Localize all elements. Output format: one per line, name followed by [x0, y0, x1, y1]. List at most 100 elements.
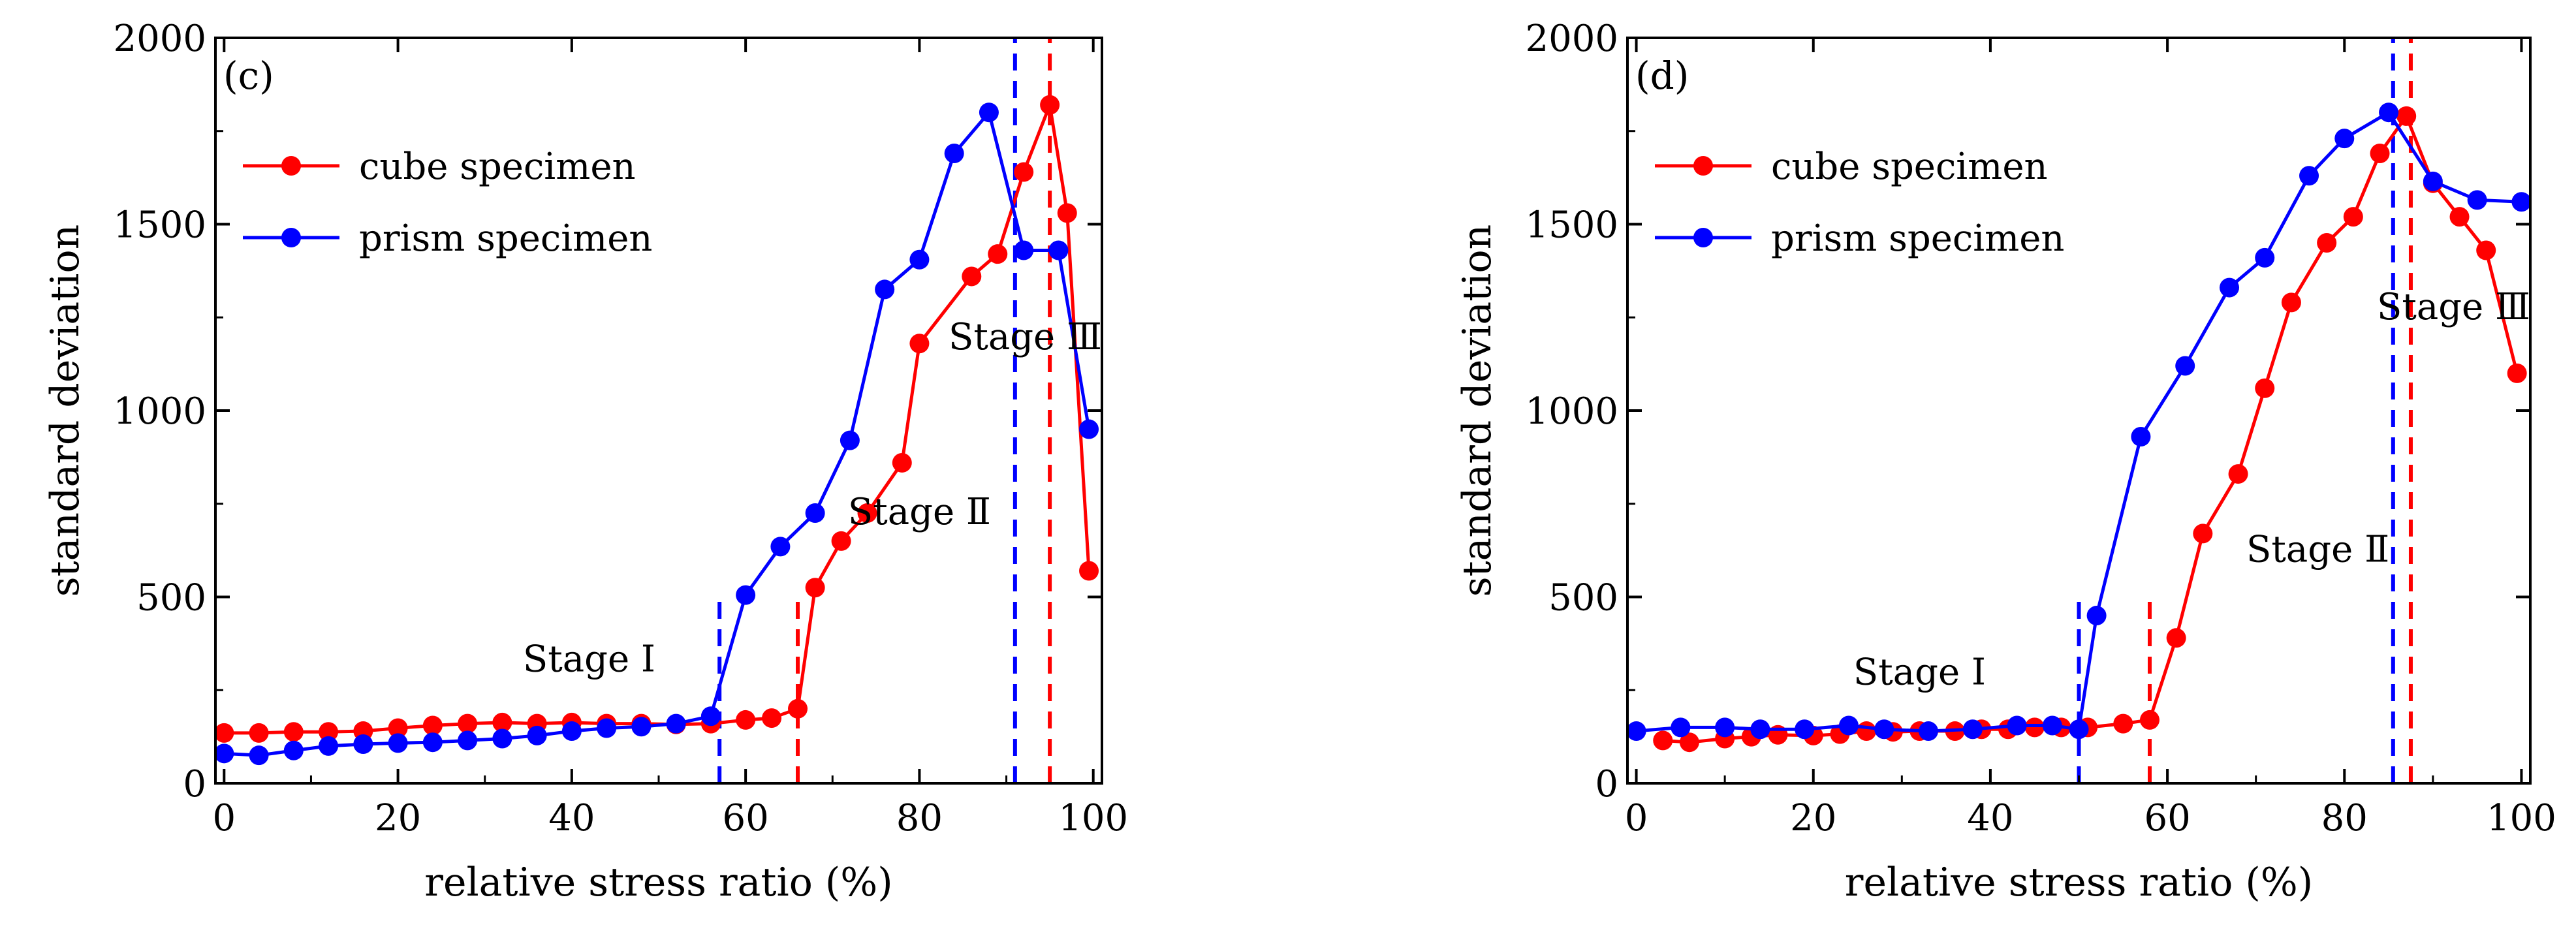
x-tick-label: 80	[2321, 797, 2368, 839]
stage-annotation: Stage Ⅰ	[1853, 651, 1986, 694]
panel-label: (c)	[223, 54, 274, 98]
y-tick-label: 1000	[113, 390, 206, 433]
data-point-cube	[831, 531, 851, 551]
data-point-prism	[2467, 190, 2487, 210]
data-point-prism	[1750, 719, 1770, 740]
series-line-prism	[224, 110, 1091, 757]
data-point-prism	[2379, 102, 2399, 123]
y-tick-label: 2000	[113, 18, 206, 60]
data-point-cube	[249, 723, 269, 743]
data-point-prism	[597, 718, 617, 738]
data-point-cube	[1014, 162, 1034, 182]
y-tick-label: 2000	[1525, 18, 1618, 60]
data-point-cube	[762, 708, 782, 728]
data-point-prism	[631, 717, 652, 737]
data-point-cube	[1057, 203, 1077, 223]
legend-marker	[1693, 228, 1713, 247]
data-point-cube	[788, 698, 808, 719]
data-point-cube	[805, 578, 825, 598]
y-tick-label: 500	[1548, 577, 1618, 619]
data-point-prism	[561, 721, 582, 742]
legend-label: cube specimen	[359, 146, 636, 188]
data-point-prism	[1919, 721, 1938, 742]
data-point-cube	[2281, 292, 2301, 313]
data-point-prism	[2069, 719, 2089, 740]
data-point-prism	[770, 537, 791, 557]
x-tick-label: 60	[2144, 797, 2190, 839]
data-point-cube	[2343, 207, 2363, 227]
data-point-prism	[979, 102, 999, 123]
x-tick-label: 40	[1967, 797, 2013, 839]
data-point-cube	[422, 715, 443, 736]
x-tick-label: 100	[1058, 797, 1128, 839]
x-tick-label: 0	[212, 797, 236, 839]
data-point-prism	[2423, 171, 2443, 191]
data-point-prism	[1962, 719, 1983, 740]
stage-annotation: Stage Ⅱ	[848, 491, 991, 533]
panel-label: (d)	[1635, 54, 1689, 98]
data-point-prism	[736, 585, 756, 605]
data-point-prism	[1838, 715, 1859, 736]
data-point-prism	[1874, 719, 1894, 740]
data-point-prism	[1048, 240, 1069, 260]
x-tick-label: 20	[375, 797, 421, 839]
legend-label: cube specimen	[1771, 146, 2048, 188]
stage-annotation: Stage Ⅲ	[2377, 286, 2530, 328]
data-point-cube	[492, 712, 512, 732]
data-point-prism	[700, 706, 721, 727]
data-point-cube	[458, 713, 478, 734]
legend-label: prism specimen	[1771, 217, 2064, 260]
data-point-prism	[492, 728, 512, 749]
data-point-prism	[388, 733, 408, 753]
data-point-cube	[1079, 561, 1099, 581]
data-point-cube	[909, 334, 930, 354]
data-point-prism	[1671, 717, 1691, 738]
data-point-cube	[962, 266, 982, 287]
legend-label: prism specimen	[359, 217, 652, 260]
x-axis-title: relative stress ratio (%)	[1845, 860, 2313, 905]
data-point-prism	[2334, 129, 2355, 149]
legend-marker	[281, 156, 301, 176]
data-point-prism	[666, 713, 686, 734]
data-point-prism	[944, 144, 964, 164]
data-point-prism	[319, 736, 339, 756]
data-point-prism	[2255, 247, 2275, 268]
data-point-prism	[422, 732, 443, 753]
data-point-cube	[2476, 240, 2496, 260]
series-line-cube	[224, 103, 1091, 735]
y-axis-title: standard deviation	[1454, 225, 1500, 597]
data-point-cube	[2396, 106, 2417, 126]
data-point-prism	[527, 725, 547, 745]
data-point-cube	[2113, 713, 2133, 734]
data-point-prism	[1715, 717, 1735, 738]
data-point-prism	[458, 730, 478, 751]
x-tick-label: 60	[723, 797, 769, 839]
data-point-prism	[1014, 240, 1034, 260]
data-point-prism	[2131, 426, 2151, 446]
data-point-cube	[2166, 628, 2186, 648]
data-point-cube	[892, 452, 912, 473]
data-point-cube	[1653, 730, 1673, 751]
data-point-cube	[2228, 464, 2248, 484]
data-point-cube	[2193, 524, 2213, 544]
legend-marker	[281, 228, 301, 247]
y-tick-label: 1500	[113, 204, 206, 247]
x-tick-label: 0	[1625, 797, 1648, 839]
data-point-prism	[1795, 719, 1815, 740]
data-point-cube	[388, 718, 408, 738]
data-point-cube	[2139, 710, 2160, 730]
x-tick-label: 80	[896, 797, 943, 839]
data-point-prism	[214, 743, 234, 764]
y-tick-label: 1500	[1525, 204, 1618, 247]
data-point-cube	[2024, 717, 2045, 738]
data-point-cube	[1040, 95, 1060, 115]
data-point-cube	[214, 723, 234, 743]
x-axis-title: relative stress ratio (%)	[424, 860, 892, 905]
stage-annotation: Stage Ⅰ	[523, 638, 655, 681]
data-point-prism	[249, 745, 269, 766]
y-tick-label: 1000	[1525, 390, 1618, 433]
data-point-cube	[2449, 207, 2470, 227]
